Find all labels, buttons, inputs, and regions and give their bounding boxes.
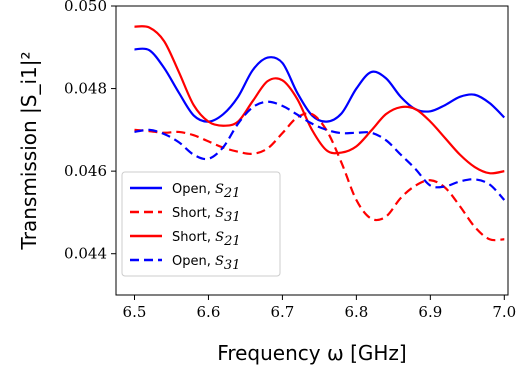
y-tick-label: 0.046 xyxy=(64,162,107,180)
plot-frame xyxy=(115,5,509,296)
x-tick-label: 6.9 xyxy=(418,303,442,321)
y-tick-label: 0.048 xyxy=(64,80,107,98)
series-line-open-s21 xyxy=(134,47,506,123)
legend-label-short-s31: Short, S31 xyxy=(172,206,241,225)
x-axis-label: Frequency ω [GHz] xyxy=(217,341,406,365)
y-tick-label: 0.044 xyxy=(64,245,107,263)
x-tick-label: 6.8 xyxy=(344,303,368,321)
x-tick-label: 6.5 xyxy=(123,303,147,321)
legend-label-open-s21: Open, S21 xyxy=(172,182,240,201)
x-tick-label: 6.7 xyxy=(270,303,294,321)
x-tick-label: 6.6 xyxy=(197,303,221,321)
legend-label-open-s31: Open, S31 xyxy=(172,254,240,273)
y-axis-label: Transmission |S_i1|² xyxy=(17,51,41,250)
y-tick-label: 0.050 xyxy=(64,0,107,15)
legend-label-short-s21: Short, S21 xyxy=(172,230,241,249)
x-tick-label: 7.0 xyxy=(492,303,516,321)
series-line-short-s21 xyxy=(134,25,505,175)
legend-box xyxy=(121,171,281,277)
series-line-open-s31 xyxy=(134,100,506,201)
